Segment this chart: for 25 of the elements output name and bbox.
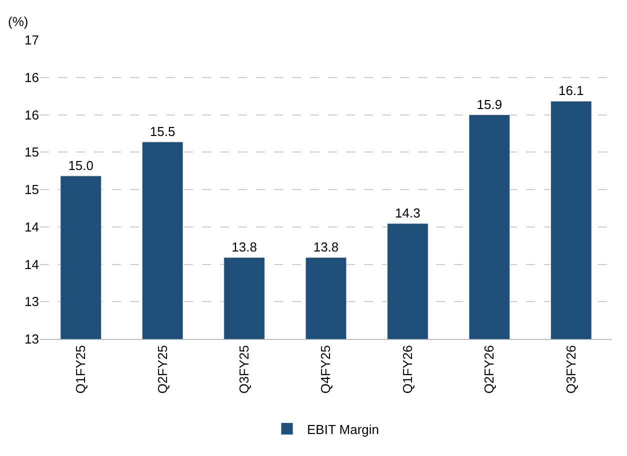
legend-label: EBIT Margin: [307, 422, 380, 437]
y-axis-title: (%): [8, 14, 28, 29]
x-tick-label: Q3FY25: [236, 345, 252, 394]
y-tick-label: 13: [24, 294, 39, 310]
x-tick-label: Q3FY26: [563, 345, 578, 394]
y-tick-label: 14: [24, 256, 39, 272]
y-tick-label: 14: [24, 219, 39, 234]
y-tick-label: 16: [24, 107, 39, 122]
x-tick-label: Q1FY26: [400, 345, 415, 394]
x-tick-label: Q2FY25: [154, 345, 170, 394]
y-tick-label: 15: [24, 144, 39, 160]
data-label: 16.1: [558, 83, 584, 98]
x-tick-label: Q1FY25: [73, 345, 88, 394]
x-tick-label: Q2FY26: [482, 345, 497, 394]
y-tick-label: 15: [24, 182, 39, 198]
data-label: 15.9: [476, 96, 502, 112]
data-label: 15.5: [150, 124, 176, 139]
data-label: 14.3: [395, 205, 420, 220]
data-label: 13.8: [232, 239, 257, 254]
y-tick-label: 16: [24, 70, 39, 85]
data-label: 15.0: [68, 158, 94, 173]
x-tick-label: Q4FY25: [318, 345, 334, 394]
data-label: 13.8: [313, 239, 339, 254]
y-tick-label: 17: [24, 32, 39, 48]
y-tick-label: 13: [24, 332, 39, 347]
